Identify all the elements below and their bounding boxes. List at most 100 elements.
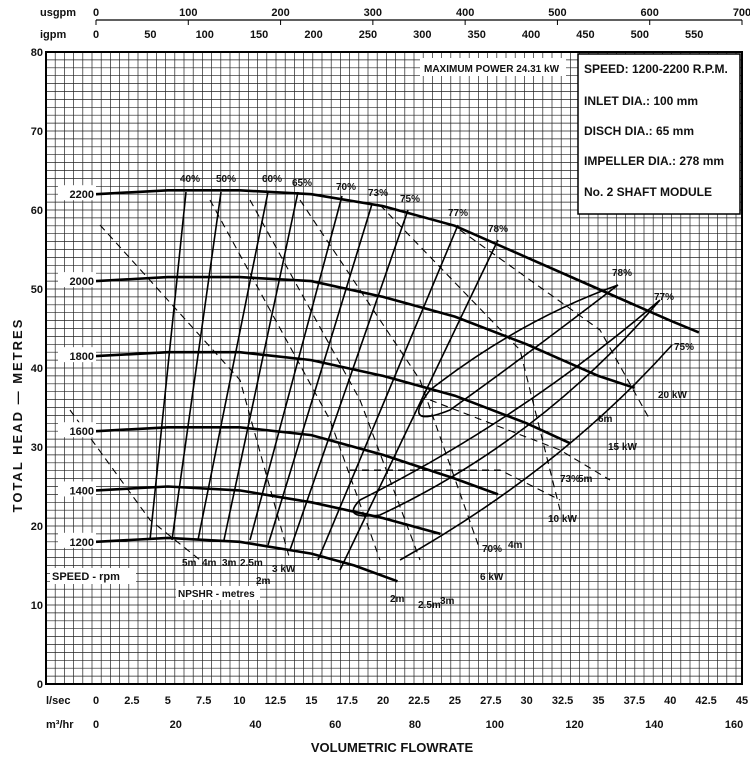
spec-speed: SPEED: 1200-2200 R.P.M. <box>584 62 728 76</box>
efficiency-label: 77% <box>448 208 468 219</box>
usgpm-tick-label: 100 <box>179 7 197 19</box>
chart-annotations: 40% 50% 60% 65% 70% 73% 75% 77% 78% 78% 77% 75% 73% 7… <box>180 174 694 611</box>
power-label: 20 kW <box>658 390 687 401</box>
efficiency-loop-77 <box>352 299 661 517</box>
lsec-tick-label: 40 <box>664 695 676 707</box>
efficiency-label: 70% <box>336 182 356 193</box>
speed-curve-1200 <box>95 536 398 583</box>
lsec-axis-label: l/sec <box>46 695 70 707</box>
lsec-tick-label: 35 <box>592 695 604 707</box>
usgpm-tick-label: 300 <box>364 7 382 19</box>
efficiency-label: 78% <box>488 224 508 235</box>
lsec-tick-label: 30 <box>521 695 533 707</box>
speed-label-1600: 1600 <box>70 426 94 438</box>
speed-labels: 2200 2000 1800 1600 1400 1200 <box>58 185 96 549</box>
power-label: 3 kW <box>272 564 296 575</box>
efficiency-line <box>249 195 343 541</box>
y-tick-label: 70 <box>31 126 43 138</box>
npshr-label: 4m <box>202 558 217 569</box>
spec-inlet: INLET DIA.: 100 mm <box>584 94 698 108</box>
m3hr-tick-label: 120 <box>565 719 583 731</box>
npshr-label: 4m <box>508 540 523 551</box>
y-axis-title: TOTAL HEAD — METRES <box>10 318 25 513</box>
igpm-tick-label: 500 <box>631 29 649 41</box>
speed-legend-bg <box>50 568 136 584</box>
efficiency-line <box>267 203 373 546</box>
lsec-ticks: 0 2.5 5 7.5 10 12.5 15 17.5 20 22.5 25 27.5 30 32.5 35… <box>93 695 748 707</box>
y-tick-label: 10 <box>31 600 43 612</box>
efficiency-label: 65% <box>292 178 312 189</box>
lsec-tick-label: 37.5 <box>624 695 645 707</box>
efficiency-line <box>223 191 299 541</box>
lsec-tick-label: 12.5 <box>265 695 286 707</box>
usgpm-ticks: 0 100 200 300 400 500 600 700 <box>93 7 750 25</box>
lsec-tick-label: 42.5 <box>695 695 716 707</box>
efficiency-line <box>339 239 499 571</box>
efficiency-label: 73% <box>560 474 580 485</box>
y-tick-label: 30 <box>31 442 43 454</box>
m3hr-axis-label: m³/hr <box>46 719 74 731</box>
efficiency-line <box>171 191 222 541</box>
usgpm-tick-label: 600 <box>641 7 659 19</box>
speed-label-bg <box>58 481 96 497</box>
y-tick-label: 60 <box>31 205 43 217</box>
efficiency-contours <box>149 191 673 571</box>
dashed-performance-line <box>350 469 561 501</box>
max-power-label: MAXIMUM POWER 24.31 kW <box>424 64 560 75</box>
igpm-tick-label: 100 <box>196 29 214 41</box>
speed-label-bg <box>58 272 96 288</box>
m3hr-tick-label: 100 <box>486 719 504 731</box>
npshr-label: 3m <box>440 596 455 607</box>
y-tick-label: 20 <box>31 521 43 533</box>
speed-curve-1400 <box>95 485 441 536</box>
efficiency-label: 70% <box>482 544 502 555</box>
power-label: 10 kW <box>548 514 577 525</box>
m3hr-tick-label: 160 <box>725 719 743 731</box>
efficiency-loop-78 <box>418 284 619 418</box>
npshr-legend: NPSHR - metres <box>178 589 255 600</box>
y-axis-ticks: 0 10 20 30 40 50 60 70 80 <box>31 47 43 691</box>
npshr-label: 6m <box>598 414 613 425</box>
igpm-axis-label: igpm <box>40 29 66 41</box>
efficiency-line <box>317 224 459 561</box>
m3hr-tick-label: 0 <box>93 719 99 731</box>
lsec-tick-label: 15 <box>305 695 317 707</box>
lsec-tick-label: 2.5 <box>124 695 139 707</box>
usgpm-tick-label: 0 <box>93 7 99 19</box>
power-label: 15 kW <box>608 442 637 453</box>
efficiency-label: 78% <box>612 268 632 279</box>
speed-label-1400: 1400 <box>70 485 94 497</box>
lsec-tick-label: 27.5 <box>480 695 501 707</box>
igpm-tick-label: 300 <box>413 29 431 41</box>
m3hr-tick-label: 80 <box>409 719 421 731</box>
lsec-tick-label: 5 <box>165 695 171 707</box>
spec-impeller: IMPELLER DIA.: 278 mm <box>584 154 724 168</box>
speed-label-bg <box>58 532 96 548</box>
speed-label-bg <box>58 347 96 363</box>
npshr-label: 2m <box>390 594 405 605</box>
spec-box <box>577 53 741 215</box>
npshr-legend-bg <box>176 586 260 600</box>
npshr-label: 2m <box>256 576 271 587</box>
dashed-performance-line <box>99 224 291 561</box>
dashed-performance-line <box>459 229 651 421</box>
efficiency-label: 50% <box>216 174 236 185</box>
npshr-label: 5m <box>578 474 593 485</box>
igpm-tick-label: 250 <box>359 29 377 41</box>
plot-frame <box>45 51 743 685</box>
speed-curve-2200 <box>95 189 700 334</box>
lsec-tick-label: 25 <box>449 695 461 707</box>
igpm-tick-label: 150 <box>250 29 268 41</box>
efficiency-label: 75% <box>400 194 420 205</box>
speed-label-1800: 1800 <box>70 351 94 363</box>
npshr-label: 2.5m <box>418 600 441 611</box>
igpm-ticks: 0 50 100 150 200 250 300 350 400 450 500 550 <box>93 29 703 41</box>
igpm-tick-label: 0 <box>93 29 99 41</box>
m3hr-ticks: 0 20 40 60 80 100 120 140 160 <box>93 719 743 731</box>
lsec-tick-label: 17.5 <box>337 695 358 707</box>
lsec-tick-label: 32.5 <box>552 695 573 707</box>
igpm-tick-label: 550 <box>685 29 703 41</box>
dashed-performance-line <box>249 199 421 561</box>
efficiency-line-75 <box>399 344 673 561</box>
